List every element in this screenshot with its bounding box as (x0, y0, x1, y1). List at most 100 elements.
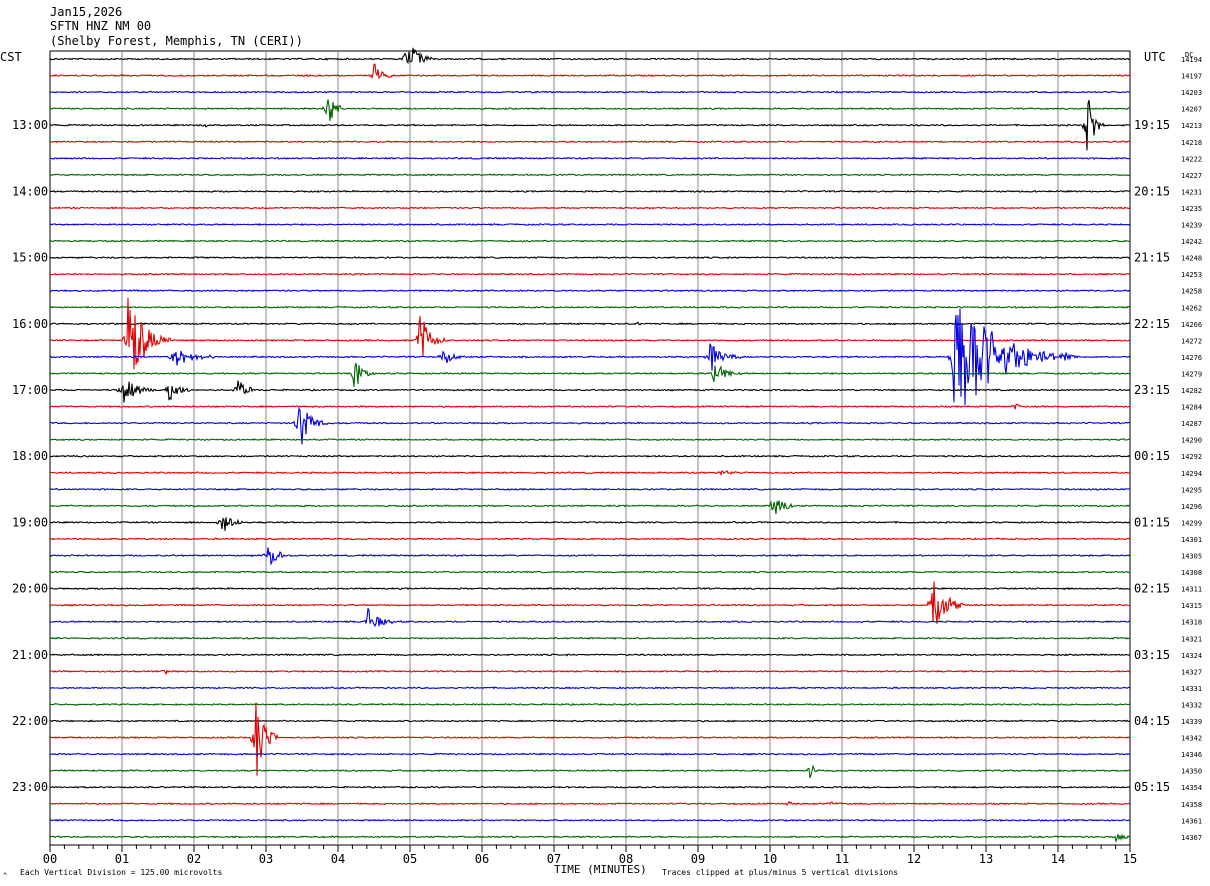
seismic-trace (49, 719, 1131, 723)
seismic-trace (49, 239, 1130, 243)
seismic-trace (49, 586, 1131, 591)
dc-offset-label: 14294 (1181, 470, 1202, 478)
seismic-traces (49, 47, 1131, 844)
seismic-trace (49, 156, 1131, 160)
dc-offset-label: 14292 (1181, 453, 1202, 461)
seismic-trace (49, 272, 1131, 276)
seismic-trace (49, 785, 1131, 789)
dc-offset-label: 14282 (1181, 387, 1202, 395)
x-tick-label: 02 (187, 852, 201, 866)
left-hour-label: 15:00 (12, 251, 48, 265)
dc-offset-label: 14253 (1181, 271, 1202, 279)
seismic-trace (49, 256, 1131, 260)
seismic-trace (49, 406, 1131, 445)
grid-lines (49, 50, 1131, 846)
seismic-trace (49, 653, 1130, 657)
left-axis-title: CST (0, 50, 22, 64)
dc-offset-label: 14235 (1181, 205, 1202, 213)
corner-mark: ^ (3, 872, 7, 880)
dc-offset-label: 14331 (1181, 685, 1202, 693)
seismic-trace (49, 47, 1131, 65)
right-hour-label: 20:15 (1134, 184, 1170, 198)
seismic-trace (50, 380, 1131, 403)
dc-offset-label: 14327 (1181, 668, 1202, 676)
x-tick-label: 09 (691, 852, 705, 866)
seismic-trace (49, 487, 1131, 491)
seismic-trace (50, 206, 1131, 210)
seismic-trace (49, 99, 1131, 121)
x-tick-label: 11 (835, 852, 849, 866)
dc-offset-label: 14287 (1181, 420, 1202, 428)
seismic-trace (49, 764, 1131, 779)
x-tick-label: 01 (115, 852, 129, 866)
left-hour-label: 19:00 (12, 515, 48, 529)
seismic-trace (49, 189, 1131, 193)
dc-offset-label: 14299 (1181, 519, 1202, 527)
x-tick-label: 15 (1123, 852, 1137, 866)
dc-offset-label: 14296 (1181, 503, 1202, 511)
seismic-trace (49, 63, 1131, 80)
dc-offset-label: 14207 (1181, 106, 1202, 114)
seismic-trace (49, 818, 1131, 822)
dc-offset-label: 14321 (1181, 635, 1202, 643)
left-hour-label: 18:00 (12, 449, 48, 463)
dc-offset-label: 14311 (1181, 586, 1202, 594)
right-hour-label: 03:15 (1134, 648, 1170, 662)
x-axis-label: TIME (MINUTES) (554, 863, 647, 876)
dc-offset-label: 14222 (1181, 155, 1202, 163)
dc-offset-label: 14227 (1181, 172, 1202, 180)
seismic-trace (49, 686, 1131, 690)
seismic-trace (49, 173, 1131, 177)
header-date: Jan15,2026 (50, 5, 122, 19)
seismic-trace (49, 800, 1131, 807)
dc-offset-label: 14266 (1181, 321, 1202, 329)
seismic-trace (49, 99, 1131, 151)
dc-offset-label: 14272 (1181, 337, 1202, 345)
seismic-trace (49, 222, 1131, 226)
right-hour-label: 22:15 (1134, 317, 1170, 331)
left-hour-label: 23:00 (12, 780, 48, 794)
dc-offset-label: 14284 (1181, 404, 1202, 412)
seismic-trace (49, 362, 1131, 387)
seismic-trace (49, 90, 1131, 94)
dc-offset-label: 14276 (1181, 354, 1202, 362)
seismic-trace (49, 581, 1131, 624)
chart-header: Jan15,2026 SFTN HNZ NM 00 (Shelby Forest… (50, 5, 303, 48)
dc-offset-label: 14248 (1181, 255, 1202, 263)
chart-footer: ^ Each Vertical Division = 125.00 microv… (3, 863, 898, 880)
dc-offset-label: 14318 (1181, 619, 1202, 627)
right-hour-label: 00:15 (1134, 449, 1170, 463)
clip-note: Traces clipped at plus/minus 5 vertical … (662, 868, 898, 877)
seismic-trace (49, 308, 1131, 406)
right-hour-label: 05:15 (1134, 780, 1170, 794)
seismic-trace (49, 438, 1131, 442)
dc-offset-label: 14258 (1181, 288, 1202, 296)
seismic-trace (49, 469, 1131, 477)
header-location: (Shelby Forest, Memphis, TN (CERI)) (50, 34, 303, 48)
scale-note: Each Vertical Division = 125.00 microvol… (20, 868, 222, 877)
dc-offset-label: 14231 (1181, 188, 1202, 196)
dc-label: DC (1185, 51, 1193, 59)
right-hour-label: 02:15 (1134, 582, 1170, 596)
seismic-trace (49, 500, 1131, 515)
left-hour-label: 13:00 (12, 118, 48, 132)
seismic-trace (49, 289, 1131, 293)
x-tick-label: 03 (259, 852, 273, 866)
x-tick-label: 12 (907, 852, 921, 866)
left-hour-label: 14:00 (12, 184, 48, 198)
right-hour-label: 23:15 (1134, 383, 1170, 397)
left-hour-label: 17:00 (12, 383, 48, 397)
dc-offset-label: 14197 (1181, 73, 1202, 81)
seismic-trace (49, 321, 1131, 326)
dc-offset-label: 14239 (1181, 222, 1202, 230)
seismic-trace (49, 454, 1131, 458)
dc-offset-label: 14301 (1181, 536, 1202, 544)
x-tick-label: 10 (763, 852, 777, 866)
header-station: SFTN HNZ NM 00 (50, 19, 151, 33)
dc-offset-label: 14242 (1181, 238, 1202, 246)
seismic-trace (49, 669, 1131, 676)
seismic-trace (49, 403, 1131, 410)
dc-offset-label: 14305 (1181, 553, 1202, 561)
x-tick-label: 08 (619, 852, 633, 866)
